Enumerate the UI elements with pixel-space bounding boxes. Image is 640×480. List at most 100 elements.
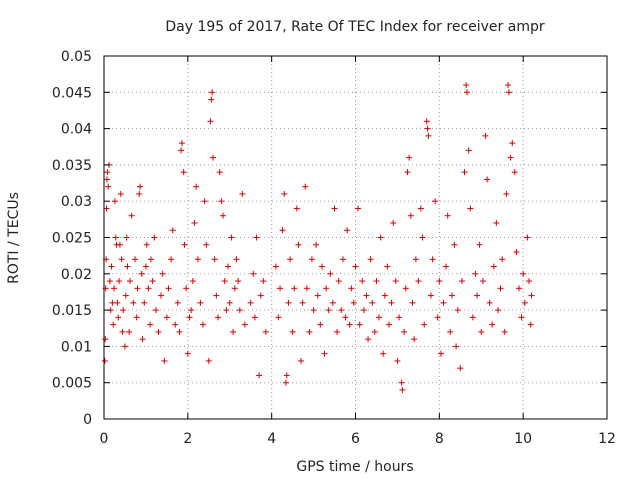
data-point-marker — [317, 321, 324, 328]
data-point-marker — [465, 147, 472, 154]
data-point-marker — [325, 307, 332, 314]
data-point-marker — [381, 292, 388, 299]
data-point-marker — [295, 241, 302, 248]
x-tick-label: 0 — [100, 431, 109, 447]
data-point-marker — [132, 256, 139, 263]
data-point-marker — [136, 190, 143, 197]
data-point-marker — [209, 154, 216, 161]
y-tick-label: 0.015 — [52, 303, 92, 319]
data-point-marker — [444, 212, 451, 219]
data-point-marker — [119, 328, 126, 335]
data-point-marker — [493, 219, 500, 226]
y-tick-label: 0.005 — [52, 376, 92, 392]
data-point-marker — [458, 278, 465, 285]
data-point-marker — [145, 285, 152, 292]
data-point-marker — [277, 285, 284, 292]
data-point-marker — [461, 169, 468, 176]
data-point-marker — [155, 328, 162, 335]
data-point-marker — [440, 299, 447, 306]
data-point-marker — [287, 256, 294, 263]
y-tick-label: 0.01 — [61, 339, 92, 355]
x-tick-label: 4 — [267, 431, 276, 447]
data-point-marker — [180, 169, 187, 176]
data-point-marker — [112, 234, 119, 241]
data-point-marker — [120, 307, 127, 314]
y-axis-label: ROTI / TECUs — [6, 192, 22, 284]
data-point-marker — [434, 314, 441, 321]
data-point-marker — [142, 263, 149, 270]
data-point-marker — [103, 176, 110, 183]
x-tick-label: 6 — [351, 431, 360, 447]
data-point-marker — [365, 336, 372, 343]
data-point-marker — [486, 299, 493, 306]
y-tick-label: 0.03 — [61, 194, 92, 210]
data-point-marker — [415, 278, 422, 285]
data-point-marker — [122, 292, 129, 299]
data-point-marker — [478, 328, 485, 335]
data-point-marker — [406, 154, 413, 161]
y-tick-label: 0.035 — [52, 158, 92, 174]
data-point-marker — [507, 154, 514, 161]
data-point-marker — [482, 132, 489, 139]
data-point-marker — [424, 125, 431, 132]
data-point-marker — [282, 379, 289, 386]
data-point-marker — [191, 219, 198, 226]
data-point-marker — [108, 263, 115, 270]
data-point-marker — [457, 365, 464, 372]
data-point-marker — [134, 285, 141, 292]
data-point-marker — [352, 263, 359, 270]
data-point-marker — [102, 336, 109, 343]
x-axis-label: GPS time / hours — [296, 459, 413, 475]
data-point-marker — [272, 263, 279, 270]
data-point-marker — [348, 285, 355, 292]
data-point-marker — [110, 321, 117, 328]
y-tick-label: 0 — [83, 412, 92, 428]
data-point-marker — [411, 336, 418, 343]
data-point-marker — [216, 169, 223, 176]
data-point-marker — [526, 278, 533, 285]
data-point-marker — [172, 321, 179, 328]
data-point-marker — [521, 299, 528, 306]
data-point-marker — [417, 205, 424, 212]
data-point-marker — [137, 183, 144, 190]
data-point-marker — [215, 314, 222, 321]
tick-layer: 0 0.005 0.01 0.015 0.02 0.025 0.03 0.035 0.04 0.0… — [52, 49, 616, 447]
data-point-marker — [203, 241, 210, 248]
data-point-marker — [183, 285, 190, 292]
data-point-marker — [321, 350, 328, 357]
data-point-marker — [463, 82, 470, 89]
data-point-marker — [327, 270, 334, 277]
data-point-marker — [181, 241, 188, 248]
data-point-marker — [338, 307, 345, 314]
data-point-marker — [230, 328, 237, 335]
data-point-marker — [346, 321, 353, 328]
data-point-marker — [331, 205, 338, 212]
data-point-marker — [235, 278, 242, 285]
data-point-marker — [520, 270, 527, 277]
data-point-marker — [118, 256, 125, 263]
data-point-marker — [147, 321, 154, 328]
data-point-marker — [149, 278, 156, 285]
data-point-marker — [527, 321, 534, 328]
data-point-marker — [178, 147, 185, 154]
data-point-marker — [209, 89, 216, 96]
data-point-marker — [367, 256, 374, 263]
data-point-marker — [130, 299, 137, 306]
data-point-marker — [390, 219, 397, 226]
data-point-marker — [226, 299, 233, 306]
data-point-marker — [228, 234, 235, 241]
data-point-marker — [421, 321, 428, 328]
data-point-marker — [208, 96, 215, 103]
data-point-marker — [472, 270, 479, 277]
data-point-marker — [143, 241, 150, 248]
data-point-marker — [289, 328, 296, 335]
data-point-marker — [350, 299, 357, 306]
x-tick-label: 2 — [183, 431, 192, 447]
data-point-marker — [314, 292, 321, 299]
data-point-marker — [178, 140, 185, 147]
data-point-marker — [479, 278, 486, 285]
data-point-marker — [323, 285, 330, 292]
data-point-marker — [313, 241, 320, 248]
data-point-marker — [152, 307, 159, 314]
